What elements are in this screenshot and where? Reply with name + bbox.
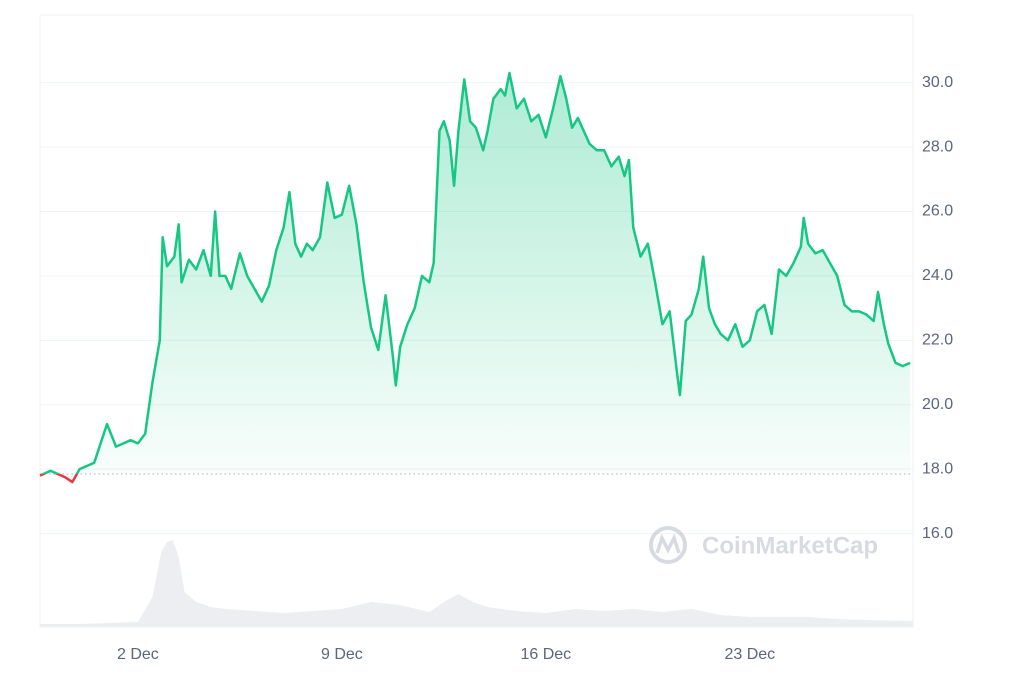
y-tick-label: 20.0 [922, 396, 953, 413]
watermark-text: CoinMarketCap [702, 532, 878, 559]
y-tick-label: 24.0 [922, 267, 953, 284]
x-tick-label: 16 Dec [520, 646, 571, 663]
x-tick-label: 2 Dec [117, 646, 159, 663]
y-tick-label: 30.0 [922, 74, 953, 91]
y-tick-label: 16.0 [922, 525, 953, 542]
y-tick-label: 26.0 [922, 203, 953, 220]
y-tick-label: 22.0 [922, 332, 953, 349]
price-area [40, 72, 911, 474]
y-tick-label: 18.0 [922, 460, 953, 477]
y-tick-label: 28.0 [922, 138, 953, 155]
watermark: CoinMarketCap [649, 526, 878, 564]
volume-area [40, 540, 913, 627]
x-tick-label: 23 Dec [724, 646, 775, 663]
price-line [40, 71, 911, 474]
x-tick-label: 9 Dec [321, 646, 363, 663]
